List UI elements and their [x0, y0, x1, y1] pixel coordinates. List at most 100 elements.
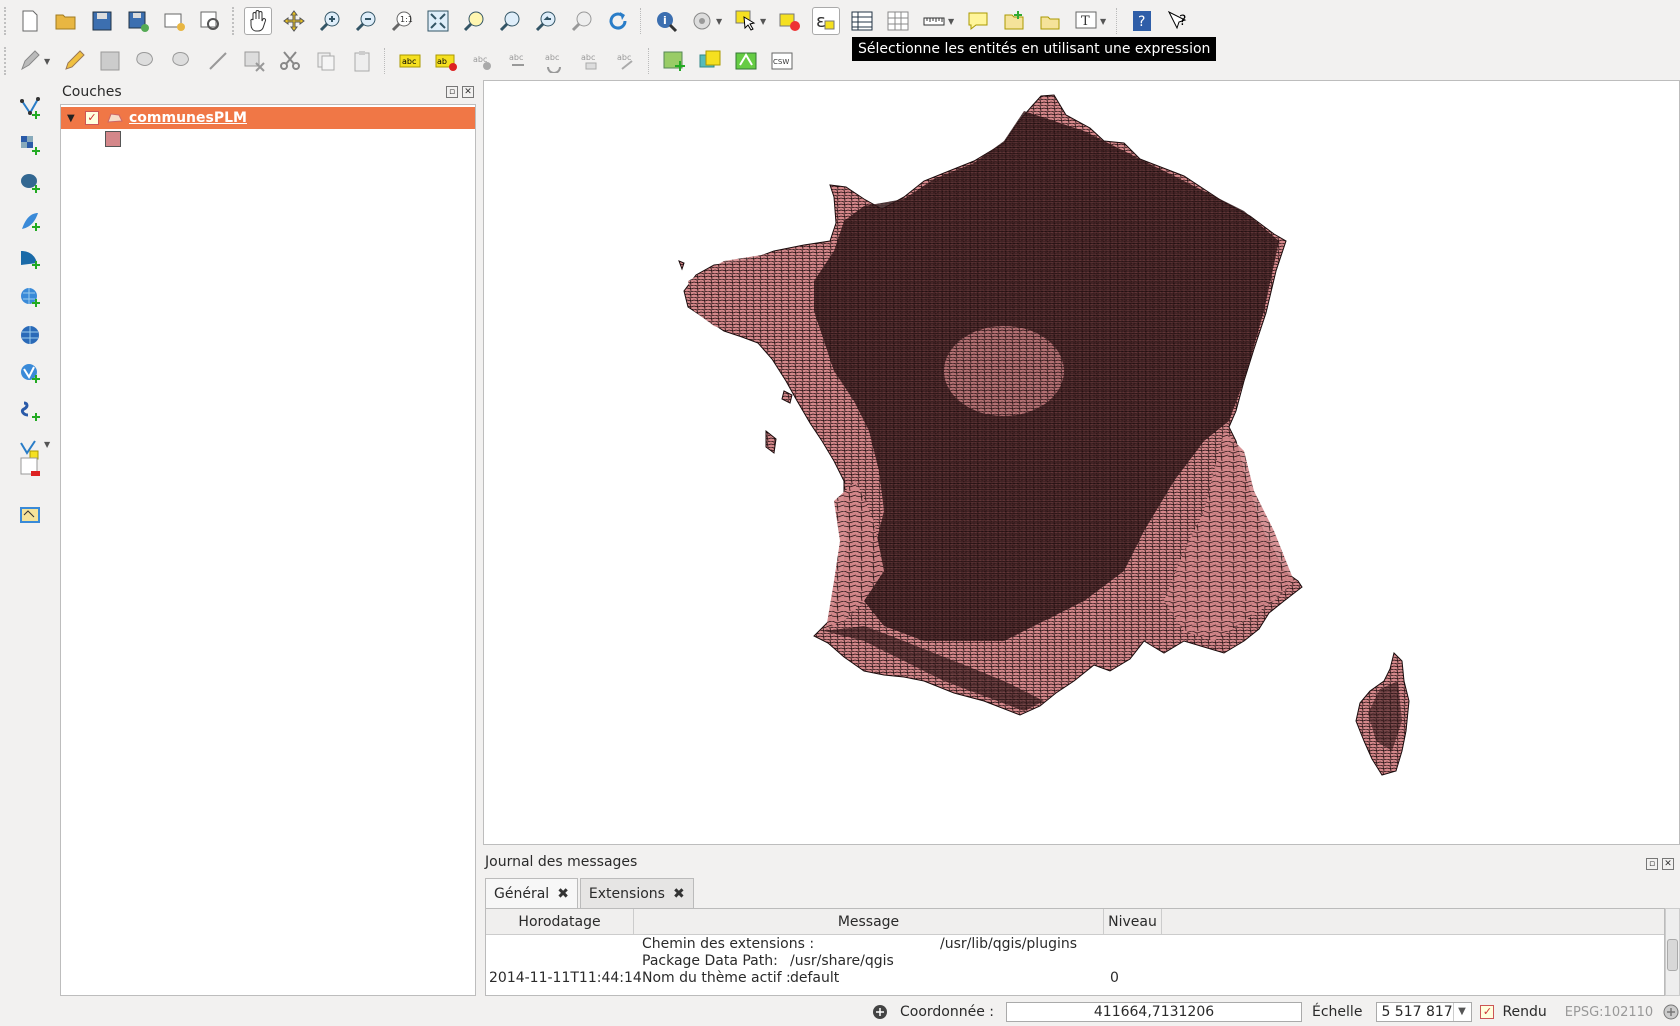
render-checkbox[interactable]: ✓	[1480, 1005, 1495, 1019]
node-tool-icon[interactable]	[204, 47, 232, 75]
add-feature-icon[interactable]	[132, 47, 160, 75]
chevron-down-icon[interactable]: ▼	[44, 57, 51, 66]
chevron-down-icon[interactable]: ▼	[948, 17, 955, 26]
add-wfs-layer-icon[interactable]	[15, 358, 45, 388]
rotate-label-icon[interactable]: abc	[540, 47, 568, 75]
text-annotation-icon[interactable]: T	[1072, 7, 1100, 35]
close-icon[interactable]: ✕	[462, 86, 474, 98]
chevron-down-icon[interactable]: ▼	[716, 17, 723, 26]
zoom-to-selection-icon[interactable]	[460, 7, 488, 35]
tab-general[interactable]: Général ✖	[485, 878, 578, 908]
layers-tree[interactable]: ▼ ✓ communesPLM	[60, 104, 476, 996]
zoom-last-icon[interactable]	[532, 7, 560, 35]
whats-this-icon[interactable]: ?	[1164, 7, 1192, 35]
move-label-icon[interactable]: abc	[504, 47, 532, 75]
chevron-down-icon[interactable]: ▼	[1100, 17, 1107, 26]
paste-features-icon[interactable]	[348, 47, 376, 75]
coordinate-toggle-icon[interactable]	[872, 1004, 888, 1020]
identify-icon[interactable]: i	[652, 7, 680, 35]
plugin-icon[interactable]	[732, 47, 760, 75]
zoom-full-icon[interactable]	[424, 7, 452, 35]
zoom-in-icon[interactable]	[316, 7, 344, 35]
add-delimited-text-icon[interactable]	[15, 396, 45, 426]
new-print-composer-icon[interactable]	[160, 7, 188, 35]
run-feature-action-icon[interactable]	[688, 7, 716, 35]
messages-icon[interactable]	[1663, 1004, 1679, 1020]
undo-label-icon[interactable]: abc	[612, 47, 640, 75]
attribute-table-icon[interactable]	[848, 7, 876, 35]
layer-symbol-swatch[interactable]	[105, 131, 121, 147]
zoom-next-icon[interactable]	[568, 7, 596, 35]
add-wcs-layer-icon[interactable]	[15, 320, 45, 350]
deselect-all-icon[interactable]	[776, 7, 804, 35]
crs-status[interactable]: EPSG:102110	[1564, 1004, 1654, 1020]
add-raster-layer-icon[interactable]	[15, 130, 45, 160]
panel-splitter[interactable]	[478, 80, 482, 996]
zoom-actual-size-icon[interactable]: 1:1	[388, 7, 416, 35]
add-spatialite-layer-icon[interactable]	[15, 206, 45, 236]
layer-item[interactable]: ▼ ✓ communesPLM	[61, 107, 475, 129]
collapse-arrow-icon[interactable]: ▼	[67, 112, 75, 124]
float-panel-icon[interactable]: ▫	[446, 86, 458, 98]
statistics-icon[interactable]	[884, 7, 912, 35]
close-icon[interactable]: ✕	[1662, 858, 1674, 870]
change-label-icon[interactable]: abc	[576, 47, 604, 75]
copy-features-icon[interactable]	[312, 47, 340, 75]
refresh-icon[interactable]	[604, 7, 632, 35]
toggle-editing-icon[interactable]	[60, 47, 88, 75]
column-header-level[interactable]: Niveau	[1104, 909, 1162, 934]
pan-to-selection-icon[interactable]	[280, 7, 308, 35]
add-postgis-layer-icon[interactable]	[15, 168, 45, 198]
save-layer-edits-icon[interactable]	[96, 47, 124, 75]
chevron-down-icon[interactable]: ▼	[1453, 1003, 1469, 1021]
toolbar-grip[interactable]	[4, 47, 10, 75]
add-layer-plugin-icon[interactable]	[660, 47, 688, 75]
select-features-icon[interactable]	[732, 7, 760, 35]
save-project-icon[interactable]	[88, 7, 116, 35]
new-bookmark-icon[interactable]	[1000, 7, 1028, 35]
scale-combobox[interactable]: 5 517 817 ▼	[1376, 1002, 1473, 1022]
zoom-to-layer-icon[interactable]	[496, 7, 524, 35]
cut-features-icon[interactable]	[276, 47, 304, 75]
layer-name[interactable]: communesPLM	[129, 110, 247, 126]
add-wms-layer-icon[interactable]	[15, 282, 45, 312]
column-header-message[interactable]: Message	[634, 909, 1104, 934]
scrollbar-thumb[interactable]	[1667, 939, 1678, 971]
delete-selected-icon[interactable]	[240, 47, 268, 75]
measure-line-icon[interactable]	[920, 7, 948, 35]
map-tips-icon[interactable]	[964, 7, 992, 35]
layer-visibility-checkbox[interactable]: ✓	[85, 111, 99, 125]
csw-icon[interactable]: CSW	[768, 47, 796, 75]
remove-layer-icon[interactable]	[15, 452, 45, 482]
map-canvas[interactable]	[483, 80, 1680, 845]
add-mssql-layer-icon[interactable]	[15, 244, 45, 274]
column-header-timestamp[interactable]: Horodatage	[486, 909, 634, 934]
close-tab-icon[interactable]: ✖	[672, 885, 685, 902]
close-tab-icon[interactable]: ✖	[557, 885, 569, 902]
chevron-down-icon[interactable]: ▼	[760, 17, 767, 26]
current-edits-icon[interactable]	[16, 47, 44, 75]
toolbar-grip[interactable]	[4, 7, 10, 35]
add-vector-layer-icon[interactable]	[15, 92, 45, 122]
select-by-expression-icon[interactable]: ε	[812, 7, 840, 35]
show-hide-labels-icon[interactable]: abc	[468, 47, 496, 75]
label-tool-icon[interactable]: abc	[396, 47, 424, 75]
scrollbar[interactable]	[1665, 908, 1680, 996]
show-bookmarks-icon[interactable]	[1036, 7, 1064, 35]
help-icon[interactable]: ?	[1128, 7, 1156, 35]
pan-map-icon[interactable]	[244, 7, 272, 35]
message-log-table[interactable]: Horodatage Message Niveau Chemin des ext…	[485, 908, 1665, 996]
save-as-icon[interactable]	[124, 7, 152, 35]
move-feature-icon[interactable]	[168, 47, 196, 75]
tab-extensions[interactable]: Extensions ✖	[579, 878, 694, 908]
add-csv-icon[interactable]	[15, 500, 45, 530]
open-project-icon[interactable]	[52, 7, 80, 35]
chevron-down-icon[interactable]: ▼	[44, 440, 51, 449]
composer-manager-icon[interactable]	[196, 7, 224, 35]
new-project-icon[interactable]	[16, 7, 44, 35]
float-panel-icon[interactable]: ▫	[1646, 858, 1658, 870]
zoom-out-icon[interactable]	[352, 7, 380, 35]
sticky-notes-icon[interactable]	[696, 47, 724, 75]
coordinate-field[interactable]: 411664,7131206	[1006, 1002, 1303, 1022]
pin-labels-icon[interactable]: ab	[432, 47, 460, 75]
